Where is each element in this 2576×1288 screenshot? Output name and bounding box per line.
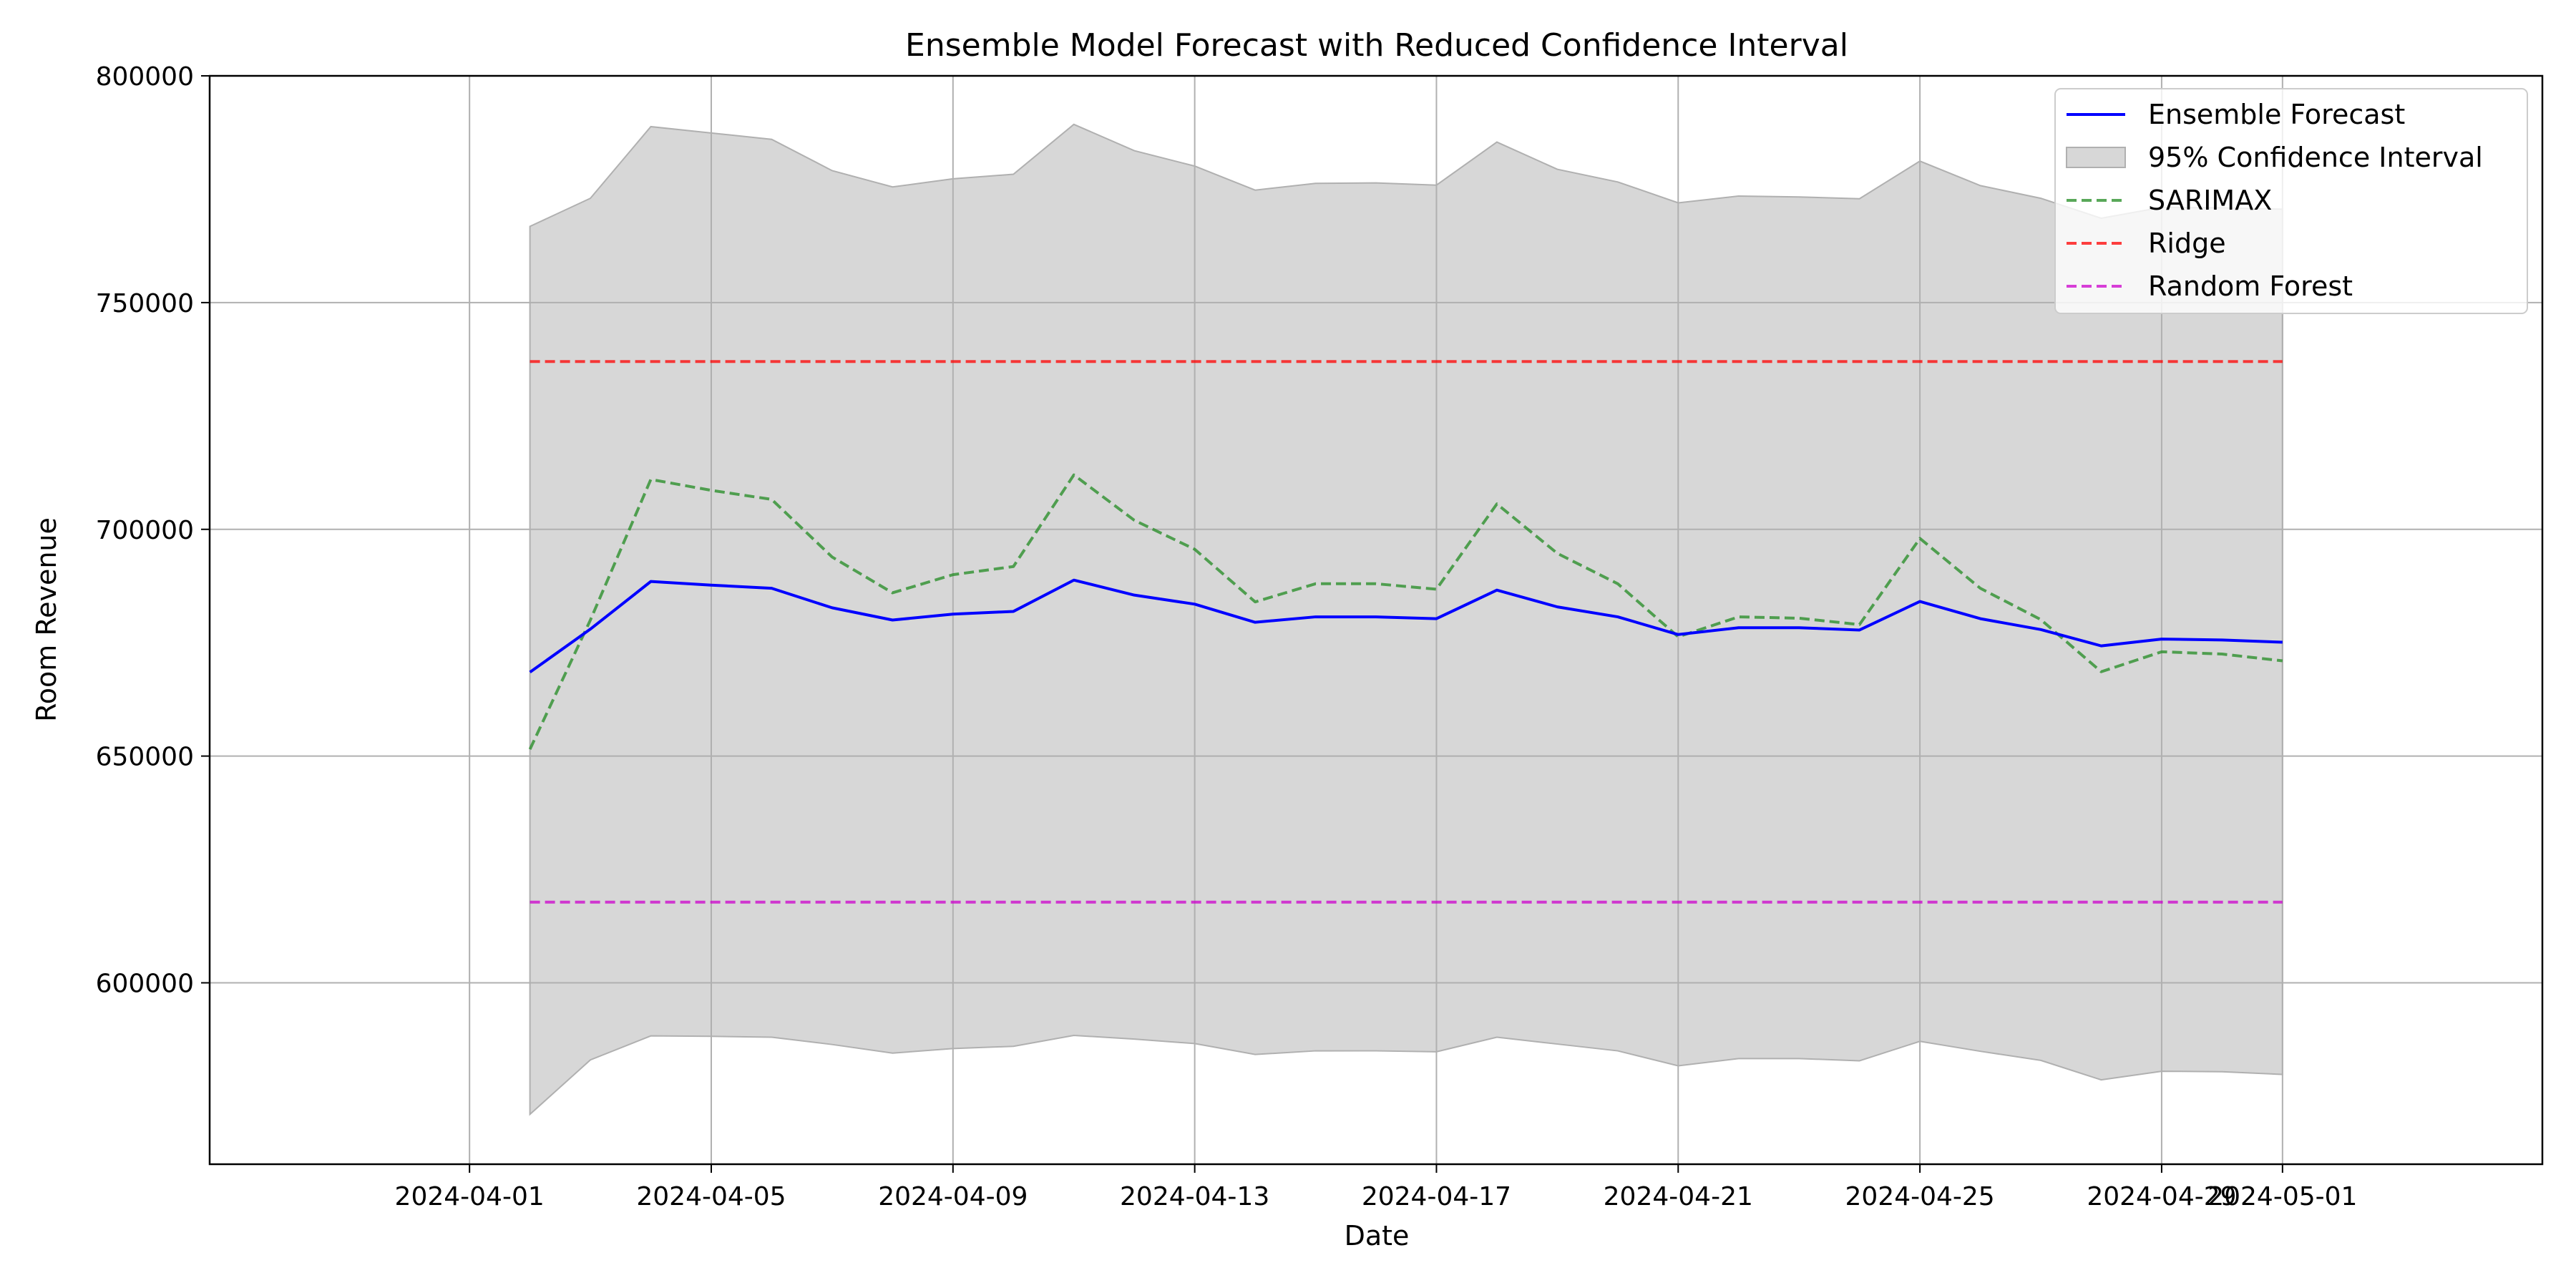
chart-title: Ensemble Model Forecast with Reduced Con… [905, 27, 1848, 64]
plot-frame [208, 74, 2544, 1166]
legend: Ensemble Forecast 95% Confidence Interval… [2054, 88, 2528, 314]
x-tick-label: 2024-04-25 [1845, 1182, 1994, 1211]
x-tick-label: 2024-04-21 [1604, 1182, 1753, 1211]
confidence-interval-band [529, 123, 2283, 1116]
x-axis-ticks: 2024-04-01 2024-04-05 2024-04-09 2024-04-13… [395, 1164, 2357, 1211]
legend-label-random-forest: Random Forest [2148, 270, 2353, 302]
legend-label-95-confidence-interval: 95% Confidence Interval [2148, 142, 2483, 173]
plot-area [528, 123, 2283, 1116]
y-axis-label: Room Revenue [31, 517, 62, 722]
y-axis-ticks: 600000 650000 700000 750000 800000 [96, 62, 210, 999]
legend-label-ensemble-forecast: Ensemble Forecast [2148, 99, 2405, 130]
y-tick-label: 700000 [96, 516, 194, 545]
x-tick-label: 2024-04-17 [1362, 1182, 1511, 1211]
x-tick-label: 2024-04-29 [2087, 1182, 2236, 1211]
x-tick-label: 2024-04-01 [395, 1182, 545, 1211]
legend-box [2054, 88, 2528, 314]
y-tick-label: 650000 [96, 743, 194, 772]
y-tick-label: 800000 [96, 62, 194, 92]
legend-label-sarimax: SARIMAX [2148, 185, 2272, 216]
y-tick-label: 750000 [96, 289, 194, 318]
legend-swatch-95-confidence-interval [2066, 147, 2126, 168]
x-axis-label: Date [1345, 1220, 1410, 1252]
x-tick-label: 2024-05-01 [2207, 1182, 2357, 1211]
x-tick-label: 2024-04-05 [636, 1182, 786, 1211]
x-tick-label: 2024-04-13 [1120, 1182, 1269, 1211]
x-tick-label: 2024-04-09 [878, 1182, 1028, 1211]
sarimax-line [528, 473, 2283, 750]
legend-label-ridge: Ridge [2148, 228, 2226, 259]
ensemble-forecast-line [529, 578, 2283, 674]
y-tick-label: 600000 [96, 970, 194, 999]
